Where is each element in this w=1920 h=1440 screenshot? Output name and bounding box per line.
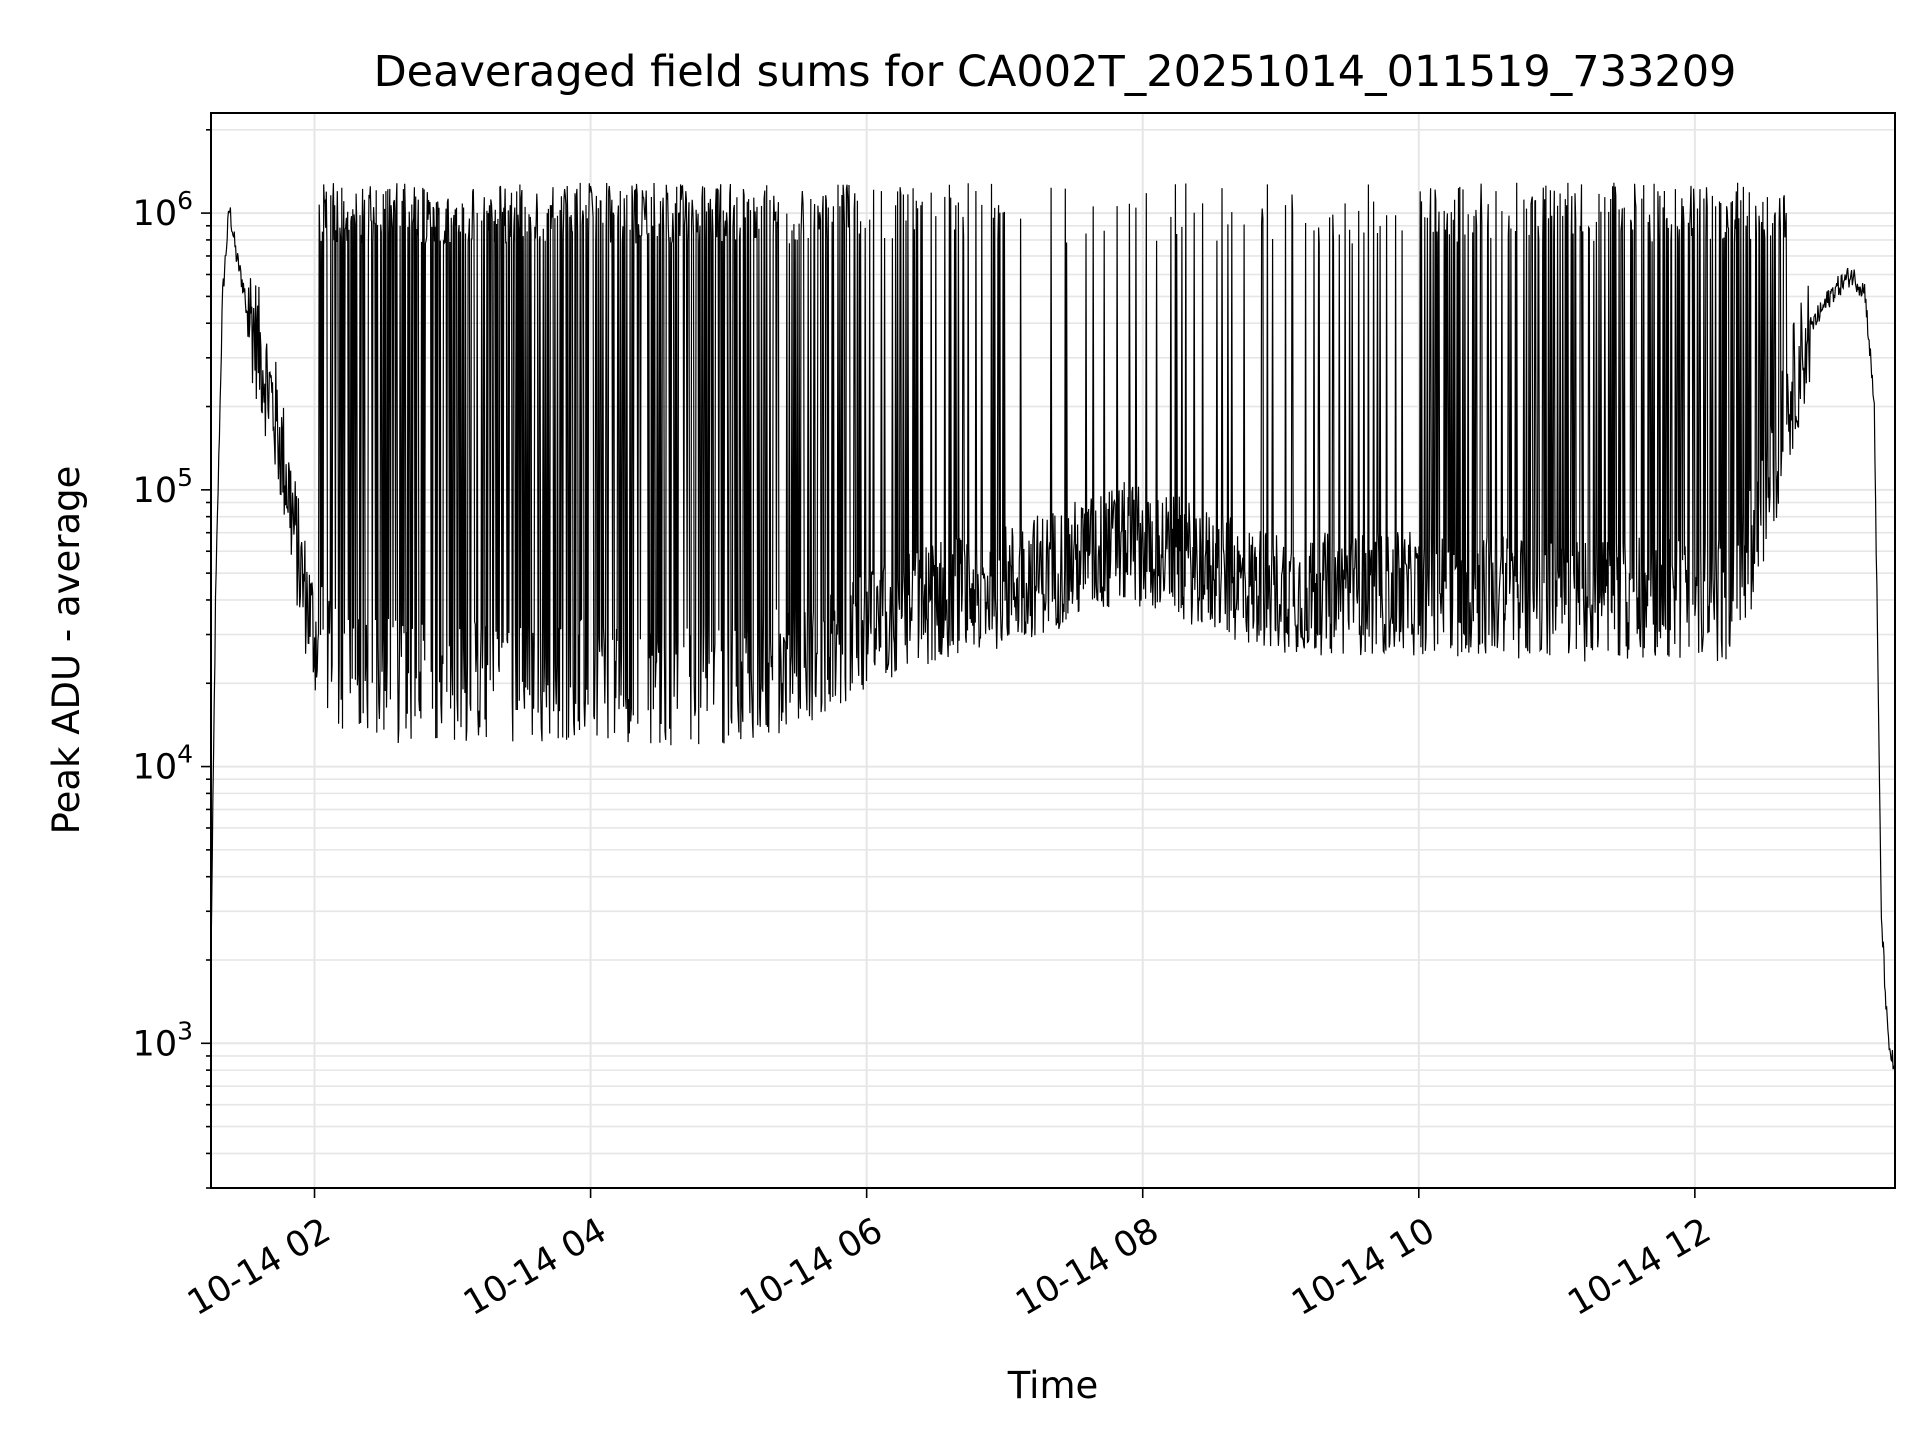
x-tick-label: 10-14 04 [457, 1211, 613, 1324]
series-layer [210, 182, 1896, 1070]
x-axis-label: Time [1007, 1364, 1099, 1407]
x-axis-ticks: 10-14 02 10-14 04 10-14 06 10-14 08 10-14 10… [181, 1188, 1718, 1324]
y-tick-label: 103 [133, 1016, 193, 1064]
y-tick-label: 106 [133, 186, 193, 234]
plot-frame [210, 112, 1896, 1189]
x-tick-label: 10-14 12 [1561, 1211, 1717, 1324]
x-tick-label: 10-14 08 [1009, 1211, 1165, 1324]
y-tick-label: 104 [133, 740, 193, 788]
x-tick-label: 10-14 06 [733, 1211, 889, 1324]
y-axis-label: Peak ADU - average [45, 466, 88, 835]
series-line [210, 182, 1896, 1070]
x-tick-label: 10-14 02 [181, 1211, 337, 1324]
x-tick-label: 10-14 10 [1285, 1211, 1441, 1324]
y-axis-ticks: 103 104 105 106 [133, 128, 211, 1189]
y-tick-label: 105 [133, 463, 193, 511]
chart-title: Deaveraged field sums for CA002T_2025101… [374, 47, 1737, 97]
